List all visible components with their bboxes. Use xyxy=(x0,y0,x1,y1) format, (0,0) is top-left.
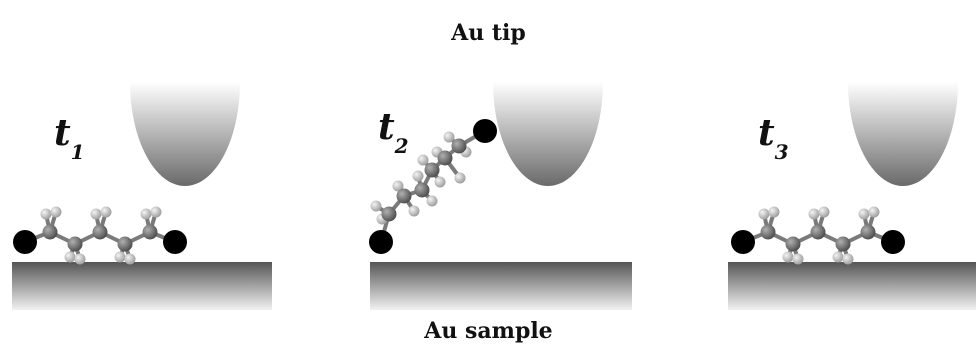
hydrogen-atom xyxy=(100,206,112,218)
panel-label-t3: t3 xyxy=(758,112,789,165)
carbon-atom xyxy=(414,182,430,198)
au-sample-label: Au sample xyxy=(424,318,553,344)
panel-label-t2: t2 xyxy=(378,106,409,159)
carbon-atom xyxy=(835,236,851,252)
carbon-atom xyxy=(860,224,876,240)
carbon-atom xyxy=(92,224,108,240)
hydrogen-atom xyxy=(443,131,455,143)
carbon-atom xyxy=(67,236,83,252)
carbon-atom xyxy=(437,150,453,166)
carbon-atom xyxy=(396,188,412,204)
hydrogen-atom xyxy=(858,208,870,220)
au-tip-2 xyxy=(493,82,603,186)
carbon-atom xyxy=(142,224,158,240)
hydrogen-atom xyxy=(842,253,854,265)
sulfur-atom xyxy=(369,230,393,254)
hydrogen-atom xyxy=(426,195,438,207)
hydrogen-atom xyxy=(832,251,844,263)
carbon-atom xyxy=(760,224,776,240)
hydrogen-atom xyxy=(868,206,880,218)
carbon-atom xyxy=(451,138,467,154)
hydrogen-atom xyxy=(64,251,76,263)
sulfur-atom xyxy=(13,230,37,254)
hydrogen-atom xyxy=(392,180,404,192)
au-sample-surface-2 xyxy=(370,262,632,310)
hydrogen-atom xyxy=(454,172,466,184)
hydrogen-atom xyxy=(792,253,804,265)
panel-label-t1: t1 xyxy=(54,112,85,165)
au-sample-surface-1 xyxy=(12,262,272,310)
hydrogen-atom xyxy=(370,200,382,212)
hydrogen-atom xyxy=(114,251,126,263)
hydrogen-atom xyxy=(768,206,780,218)
carbon-atom xyxy=(810,224,826,240)
hydrogen-atom xyxy=(818,206,830,218)
hydrogen-atom xyxy=(408,205,420,217)
hydrogen-atom xyxy=(140,208,152,220)
hydrogen-atom xyxy=(758,208,770,220)
carbon-atom xyxy=(424,162,440,178)
sulfur-atom xyxy=(163,230,187,254)
sulfur-atom xyxy=(881,230,905,254)
hydrogen-atom xyxy=(434,176,446,188)
hydrogen-atom xyxy=(150,206,162,218)
carbon-atom xyxy=(785,236,801,252)
hydrogen-atom xyxy=(50,206,62,218)
carbon-atom xyxy=(117,236,133,252)
sulfur-atom xyxy=(731,230,755,254)
carbon-atom xyxy=(381,206,397,222)
au-sample-surface-3 xyxy=(728,262,976,310)
au-tip-3 xyxy=(848,82,958,186)
hydrogen-atom xyxy=(40,208,52,220)
hydrogen-atom xyxy=(412,170,424,182)
hydrogen-atom xyxy=(417,154,429,166)
hydrogen-atom xyxy=(90,208,102,220)
hydrogen-atom xyxy=(808,208,820,220)
au-tip-1 xyxy=(130,82,240,186)
hydrogen-atom xyxy=(782,251,794,263)
hydrogen-atom xyxy=(74,253,86,265)
au-tip-label: Au tip xyxy=(451,20,526,46)
sulfur-atom xyxy=(473,119,497,143)
hydrogen-atom xyxy=(124,253,136,265)
carbon-atom xyxy=(42,224,58,240)
